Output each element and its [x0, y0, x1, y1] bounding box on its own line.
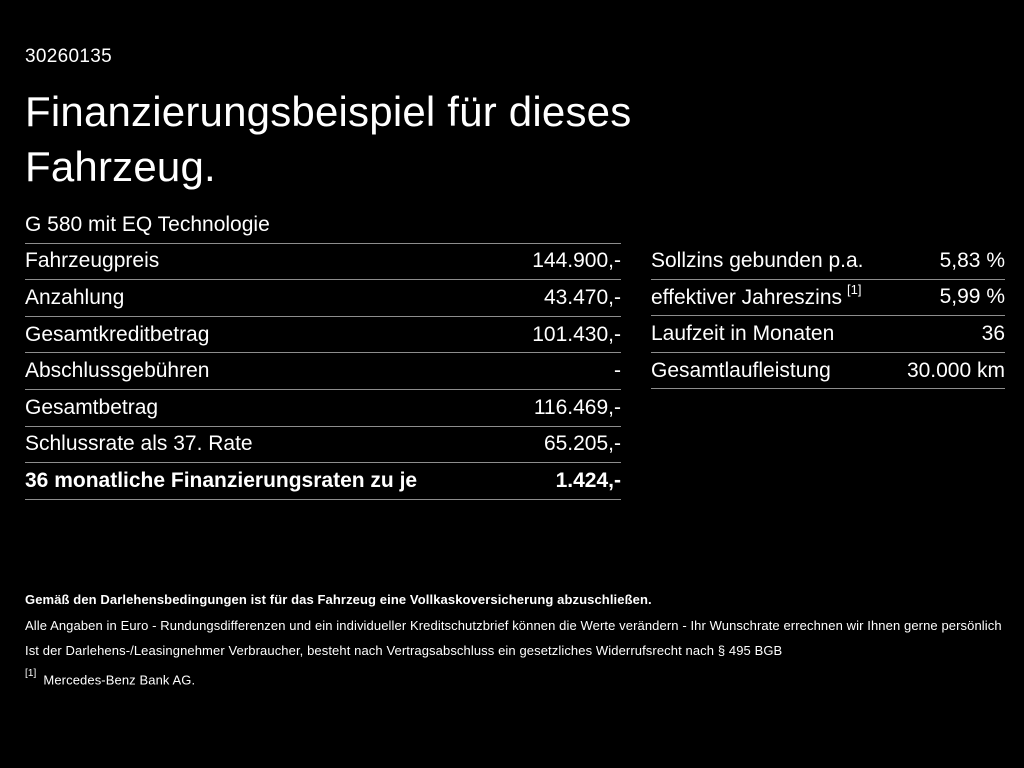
row-label: Gesamtbetrag [25, 395, 159, 419]
insurance-note: Gemäß den Darlehensbedingungen ist für d… [25, 592, 652, 607]
row-value: 5,99 % [939, 285, 1005, 309]
row-label: Gesamtlaufleistung [651, 358, 831, 382]
row-label: Sollzins gebunden p.a. [651, 248, 864, 272]
table-row-abschlussgebuehren: Abschlussgebühren - [25, 353, 621, 390]
page-title-line2: Fahrzeug. [25, 143, 216, 190]
row-value: 43.470,- [543, 285, 621, 309]
row-value: 65.205,- [543, 432, 621, 456]
values-note: Alle Angaben in Euro - Rundungsdifferenz… [25, 617, 1002, 633]
vehicle-model: G 580 mit EQ Technologie [25, 207, 621, 244]
table-row-gesamtlaufleistung: Gesamtlaufleistung 30.000 km [651, 353, 1005, 390]
row-value: 116.469,- [533, 395, 621, 419]
withdrawal-note: Ist der Darlehens-/Leasingnehmer Verbrau… [25, 643, 783, 658]
footnote-reference: [1] [847, 282, 862, 298]
row-value: - [614, 359, 621, 383]
footnote-text: Mercedes-Benz Bank AG. [43, 671, 196, 687]
row-value: 101.430,- [532, 322, 621, 346]
row-label: Abschlussgebühren [25, 359, 210, 383]
legal-footer: Gemäß den Darlehensbedingungen ist für d… [25, 592, 1005, 697]
conditions-table: Sollzins gebunden p.a. 5,83 % effektiver… [651, 243, 1005, 390]
row-label: Gesamtkreditbetrag [25, 322, 210, 346]
footnote: [1] Mercedes-Benz Bank AG. [25, 667, 1005, 687]
row-value: 5,83 % [939, 248, 1005, 272]
row-label: effektiver Jahreszins [1] [651, 282, 862, 310]
table-row-gesamtbetrag: Gesamtbetrag 116.469,- [25, 390, 621, 427]
row-label: Schlussrate als 37. Rate [25, 432, 253, 456]
row-label-text: effektiver Jahreszins [651, 286, 843, 310]
row-value: 30.000 km [906, 358, 1005, 382]
row-label: Laufzeit in Monaten [651, 321, 835, 345]
footnote-marker: [1] [25, 667, 37, 679]
table-row-sollzins: Sollzins gebunden p.a. 5,83 % [651, 243, 1005, 280]
page-title: Finanzierungsbeispiel für dieses Fahrzeug… [25, 84, 631, 194]
table-row-schlussrate: Schlussrate als 37. Rate 65.205,- [25, 427, 621, 464]
document-id: 30260135 [25, 46, 112, 67]
row-label: 36 monatliche Finanzierungsraten zu je [25, 468, 418, 492]
table-row-laufzeit: Laufzeit in Monaten 36 [651, 316, 1005, 353]
finance-table: G 580 mit EQ Technologie Fahrzeugpreis 1… [25, 207, 621, 500]
table-row-anzahlung: Anzahlung 43.470,- [25, 280, 621, 317]
row-label: Fahrzeugpreis [25, 249, 160, 273]
table-row-effektiver-jahreszins: effektiver Jahreszins [1] 5,99 % [651, 280, 1005, 317]
row-value: 36 [981, 321, 1005, 345]
row-value: 1.424,- [555, 468, 621, 492]
row-value: 144.900,- [532, 249, 621, 273]
page-title-line1: Finanzierungsbeispiel für dieses [25, 88, 632, 135]
table-row-monatsrate: 36 monatliche Finanzierungsraten zu je 1… [25, 463, 621, 500]
table-row-fahrzeugpreis: Fahrzeugpreis 144.900,- [25, 244, 621, 281]
table-row-gesamtkreditbetrag: Gesamtkreditbetrag 101.430,- [25, 317, 621, 354]
row-label: Anzahlung [25, 285, 125, 309]
